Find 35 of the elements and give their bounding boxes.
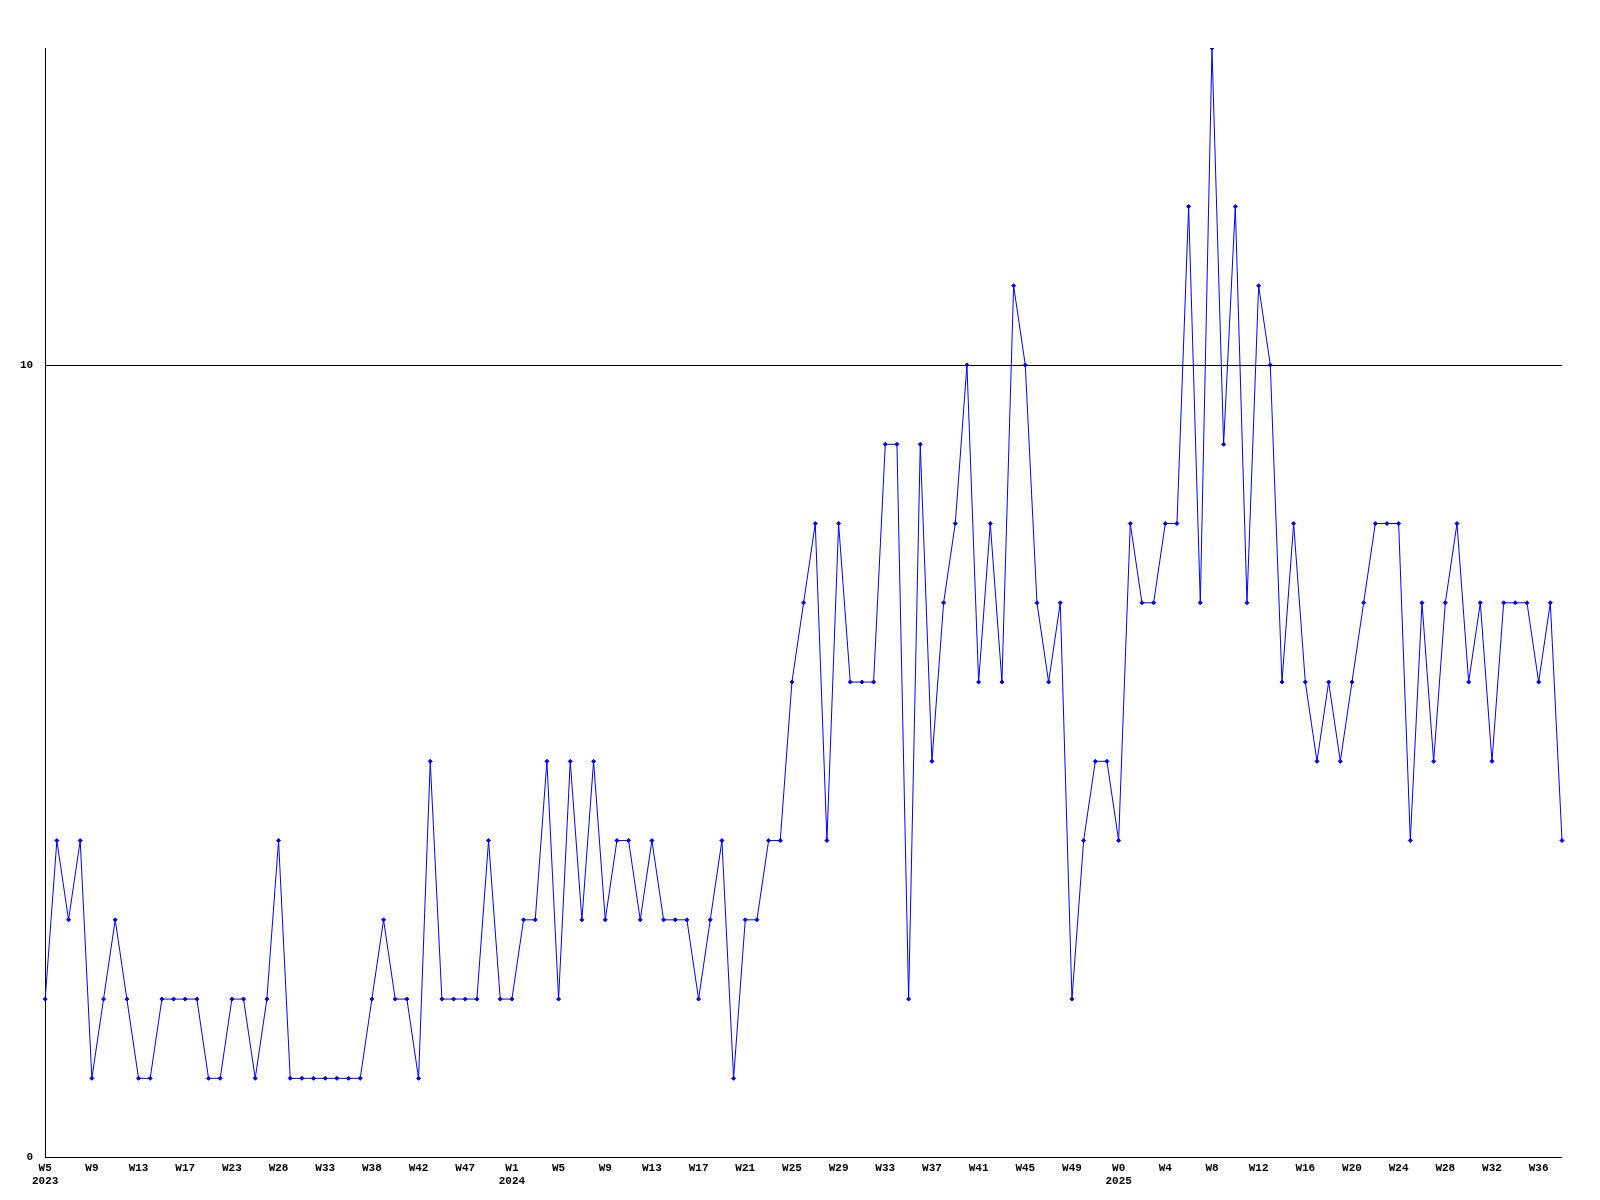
x-tick-label: W32 [1482,1161,1502,1174]
y-tick-label: 0 [26,1151,34,1164]
x-tick-label: W17 [688,1161,709,1174]
x-tick-label: W20 [1342,1161,1362,1174]
x-tick-label: W36 [1528,1161,1549,1174]
x-tick-label: W29 [828,1161,849,1174]
x-tick-label: W17 [175,1161,196,1174]
x-tick-label: W1 2024 [498,1161,526,1188]
x-tick-label: W23 [221,1161,243,1174]
x-tick-label: W24 [1388,1161,1409,1174]
x-tick-label: W5 2023 [32,1161,59,1188]
x-tick-label: W49 [1062,1161,1082,1174]
x-tick-label: W25 [782,1161,803,1174]
x-tick-label: W37 [922,1161,942,1174]
x-tick-label: W5 [551,1161,566,1174]
x-tick-label: W12 [1248,1161,1269,1174]
x-tick-label: W13 [128,1161,149,1174]
x-tick-label: W8 [1205,1161,1219,1174]
x-tick-label: W4 [1158,1161,1173,1174]
x-tick-label: W9 [85,1161,99,1174]
x-tick-label: W47 [455,1161,476,1174]
x-tick-label: W28 [268,1161,289,1174]
x-tick-label: W28 [1435,1161,1456,1174]
y-tick-label: 10 [20,358,34,371]
x-tick-label: W41 [968,1161,989,1174]
x-tick-label: W21 [735,1161,756,1174]
x-tick-label: W9 [598,1161,612,1174]
x-tick-label: W13 [642,1161,663,1174]
x-tick-label: W0 2025 [1105,1161,1133,1188]
x-tick-label: W45 [1015,1161,1036,1174]
x-tick-label: W38 [361,1161,383,1174]
x-tick-label: W42 [408,1161,429,1174]
x-tick-label: W33 [875,1161,896,1174]
x-tick-label: W33 [315,1161,336,1174]
x-tick-label: W16 [1295,1161,1316,1174]
